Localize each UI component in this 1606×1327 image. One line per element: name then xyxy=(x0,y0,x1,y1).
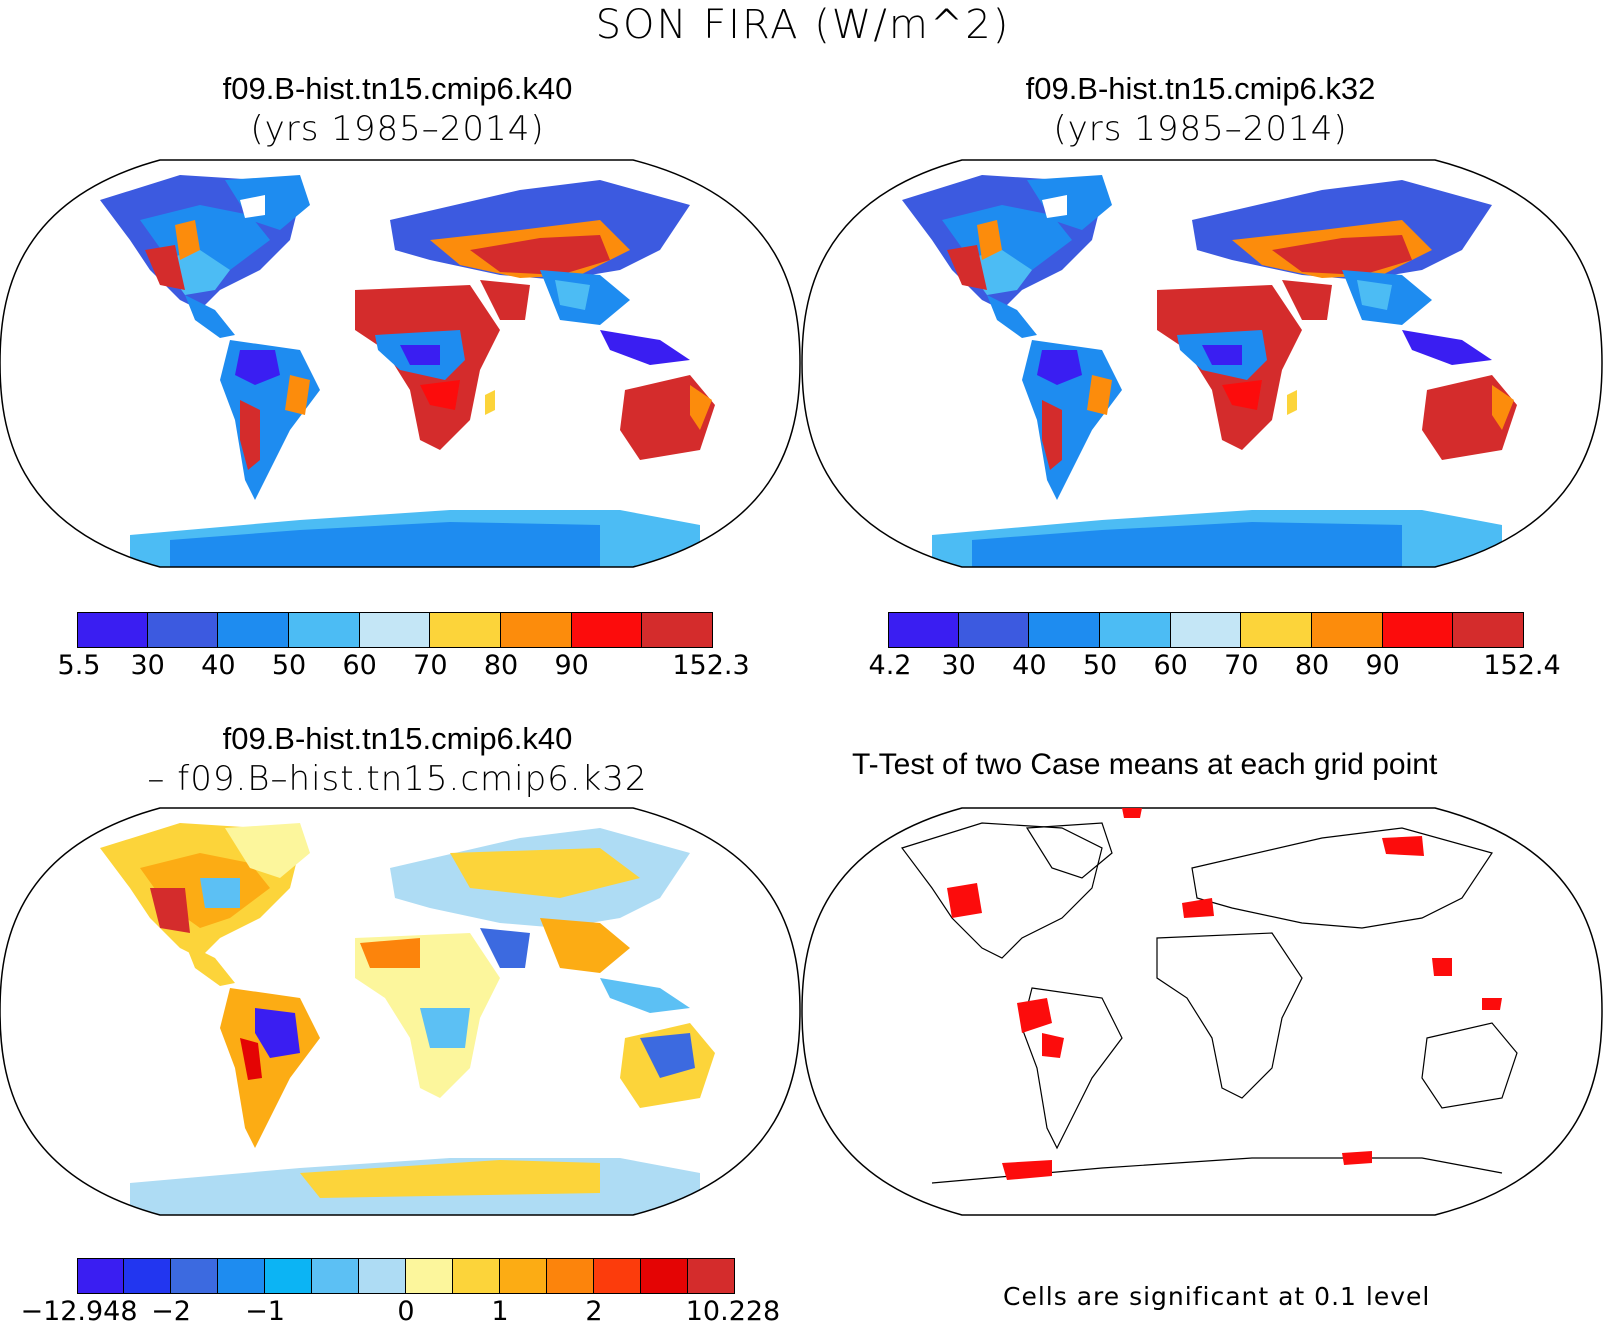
colorbar-tick-label: 30 xyxy=(941,650,976,681)
colorbar-tick-label: 60 xyxy=(342,650,377,681)
panel-k32-case-name: f09.B-hist.tn15.cmip6.k32 xyxy=(1025,71,1376,106)
colorbar-segment xyxy=(406,1258,453,1294)
colorbar-segment xyxy=(77,612,148,648)
map-diff xyxy=(0,807,801,1216)
colorbar-tick-label: 152.3 xyxy=(672,650,750,681)
colorbar-tick-label: 60 xyxy=(1153,650,1188,681)
colorbar-segment xyxy=(218,612,289,648)
colorbar-segment xyxy=(453,1258,500,1294)
colorbar-tick-label: 5.5 xyxy=(57,650,101,681)
map-k40 xyxy=(0,159,801,568)
colorbar-tick-label: −2 xyxy=(151,1296,191,1327)
panel-k32-years: (yrs 1985–2014) xyxy=(1053,109,1348,149)
colorbar-tick-label: 2 xyxy=(585,1296,603,1327)
colorbar-segment xyxy=(430,612,501,648)
figure-title: SON FIRA (W/m^2) xyxy=(595,2,1011,48)
colorbar-segment xyxy=(265,1258,312,1294)
colorbar-segment xyxy=(218,1258,265,1294)
colorbar-tick-label: 0 xyxy=(397,1296,415,1327)
colorbar-segment xyxy=(888,612,959,648)
colorbar-segment xyxy=(289,612,360,648)
colorbar-segment xyxy=(359,1258,406,1294)
colorbar-segment xyxy=(124,1258,171,1294)
panel-k32-title: f09.B-hist.tn15.cmip6.k32 (yrs 1985–2014… xyxy=(795,70,1606,150)
panel-k40-case-name: f09.B-hist.tn15.cmip6.k40 xyxy=(222,71,573,106)
colorbar-segment xyxy=(77,1258,124,1294)
colorbar-segment xyxy=(688,1258,735,1294)
colorbar-segment xyxy=(1382,612,1454,648)
colorbar-segment xyxy=(171,1258,218,1294)
colorbar-k40 xyxy=(77,612,713,648)
colorbar-segment xyxy=(641,1258,688,1294)
colorbar-tick-label: 80 xyxy=(483,650,519,681)
map-ttest xyxy=(801,807,1603,1216)
panel-diff-case-a: f09.B-hist.tn15.cmip6.k40 xyxy=(222,721,573,756)
colorbar-segment xyxy=(1241,612,1312,648)
colorbar-tick-label: 70 xyxy=(413,650,448,681)
colorbar-tick-label: 50 xyxy=(271,650,307,681)
colorbar-tick-label: 1 xyxy=(491,1296,509,1327)
colorbar-segment xyxy=(312,1258,359,1294)
colorbar-tick-label: 152.4 xyxy=(1483,650,1561,681)
colorbar-segment xyxy=(1100,612,1171,648)
colorbar-tick-label: −12.948 xyxy=(20,1296,138,1327)
colorbar-segment xyxy=(1170,612,1242,648)
colorbar-tick-label: 40 xyxy=(201,650,236,681)
significance-note: Cells are significant at 0.1 level xyxy=(1003,1282,1431,1311)
colorbar-diff xyxy=(77,1258,735,1294)
colorbar-tick-label: 40 xyxy=(1012,650,1047,681)
colorbar-segment xyxy=(359,612,431,648)
colorbar-tick-label: 50 xyxy=(1082,650,1118,681)
panel-k40-years: (yrs 1985–2014) xyxy=(250,109,545,149)
panel-k40-title: f09.B-hist.tn15.cmip6.k40 (yrs 1985–2014… xyxy=(0,70,795,150)
colorbar-segment xyxy=(1312,612,1383,648)
colorbar-tick-label: 30 xyxy=(130,650,165,681)
colorbar-segment xyxy=(547,1258,594,1294)
colorbar-tick-label: 90 xyxy=(1365,650,1400,681)
panel-diff-case-b: – f09.B–hist.tn15.cmip6.k32 xyxy=(147,759,648,799)
colorbar-segment xyxy=(147,612,219,648)
colorbar-segment xyxy=(500,1258,547,1294)
colorbar-tick-label: 80 xyxy=(1294,650,1330,681)
colorbar-tick-label: 4.2 xyxy=(868,650,912,681)
colorbar-tick-label: 10.228 xyxy=(685,1296,781,1327)
colorbar-segment xyxy=(1453,612,1524,648)
colorbar-segment xyxy=(642,612,713,648)
colorbar-k32 xyxy=(888,612,1524,648)
colorbar-tick-label: −1 xyxy=(245,1296,285,1327)
colorbar-tick-label: 90 xyxy=(554,650,589,681)
colorbar-segment xyxy=(571,612,643,648)
colorbar-segment xyxy=(1029,612,1100,648)
map-k32 xyxy=(801,159,1603,568)
panel-diff-title: f09.B-hist.tn15.cmip6.k40 – f09.B–hist.t… xyxy=(0,720,795,800)
panel-ttest-title: T-Test of two Case means at each grid po… xyxy=(852,748,1438,781)
colorbar-segment xyxy=(958,612,1030,648)
colorbar-tick-label: 70 xyxy=(1224,650,1259,681)
colorbar-segment xyxy=(501,612,572,648)
colorbar-segment xyxy=(594,1258,641,1294)
